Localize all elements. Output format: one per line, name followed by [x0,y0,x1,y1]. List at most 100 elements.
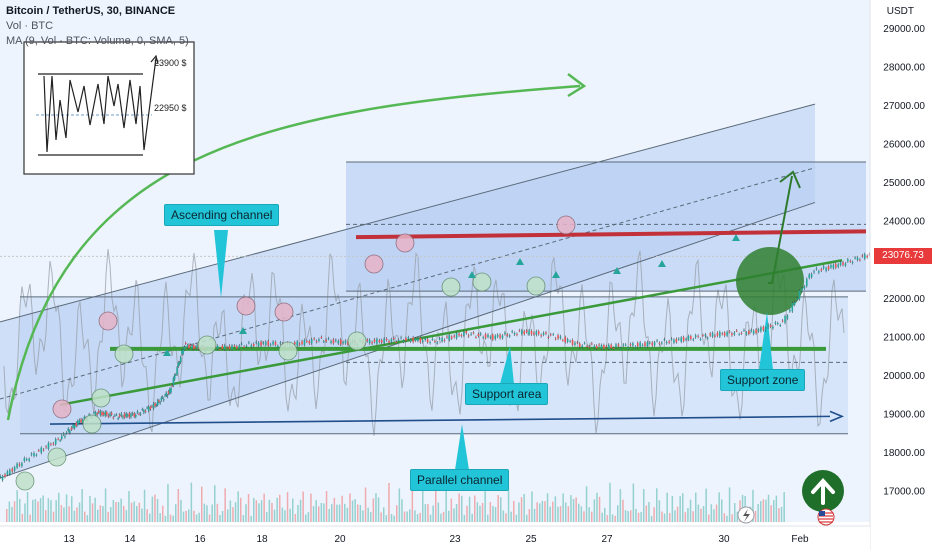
volume-bar [494,507,497,522]
candle-body [677,338,680,340]
volume-bar [180,499,182,522]
volume-bar [734,502,736,522]
candle-body [533,332,535,335]
candle-body [30,453,33,455]
candle-body [339,339,342,345]
candle-body [189,344,192,346]
candle-body [426,339,429,343]
volume-bar [682,493,684,522]
candle-body [170,388,172,393]
candle-body [781,320,784,322]
candle-body [78,419,81,423]
volume-bar [544,501,546,522]
candle-body [80,419,82,423]
support-area-pointer [500,346,514,384]
buy-triangle-marker [163,349,171,356]
volume-bar [8,501,11,522]
volume-bar [206,505,208,522]
candle-body [709,333,711,336]
volume-bar [489,502,492,522]
candle-body [166,395,169,397]
candle-body [777,322,779,324]
volume-bar [487,514,489,522]
volume-bar [461,495,463,522]
candle-body [624,344,627,346]
candle-body [472,332,475,334]
candle-body [702,335,704,337]
candle-body [107,415,110,417]
candle-body [429,342,431,344]
volume-bar [648,502,650,522]
volume-bar [203,503,206,522]
candle-body [554,338,557,340]
candle-body [663,339,666,341]
volume-bar [89,495,91,522]
ascending-channel-mid [0,167,816,400]
candle-body [327,338,330,340]
candle-body [731,333,733,336]
candle-body [414,338,417,341]
volume-bar [255,500,258,522]
candle-body [564,337,567,343]
lightning-glyph [743,509,750,522]
candle-body [467,335,470,337]
candle-body [228,345,231,350]
candle-body [494,335,497,340]
candle-body [245,345,248,347]
candle-body [786,315,789,319]
candle-body [808,274,810,278]
candle-body [745,332,748,335]
buy-triangle-marker [468,271,476,278]
volume-bar [193,510,195,522]
volume-bar [185,510,187,522]
candle-body [233,345,236,347]
candle-body [569,341,571,343]
candle-body [578,343,581,348]
candle-body [499,334,501,339]
candle-body [59,440,61,442]
volume-bar [658,500,661,522]
volume-bar [120,498,122,522]
volume-bar [299,499,302,522]
candle-body [738,334,740,336]
candle-body [706,337,709,339]
volume-bar [427,504,429,522]
volume-indicator-label[interactable]: Vol · BTC [6,20,54,32]
candle-body [177,362,180,367]
candle-body [735,330,738,332]
support-pivot [526,276,546,296]
volume-bar [676,506,679,522]
volume-bar [689,499,692,522]
volume-bar [414,510,416,522]
symbol-title[interactable]: Bitcoin / TetherUS, 30, BINANCE [6,5,176,17]
volume-bar [411,482,414,522]
candle-body [409,339,412,342]
volume-bar [24,503,26,522]
candle-body [38,450,40,452]
volume-bar [593,499,596,522]
candle-body [18,463,21,466]
candle-body [803,286,806,289]
support-zone-circle [736,247,804,315]
candle-body [118,414,121,417]
candle-body [721,333,724,335]
candle-body [798,290,801,300]
volume-bar [565,502,567,522]
volume-bar [242,515,245,522]
candle-body [344,340,347,344]
volume-bar [481,502,484,522]
ascending-channel-callout: Ascending channel [164,204,280,226]
candle-body [332,339,335,344]
candle-body [504,332,506,335]
corner-badges[interactable] [737,470,844,526]
ma-indicator-label[interactable]: MA (9, Vol · BTC: Volume, 0, SMA, 5) [6,35,189,47]
candle-body [656,340,658,342]
candle-body [767,324,769,328]
candle-body [279,342,282,344]
candle-body [711,332,714,337]
volume-bar [104,488,107,522]
volume-bar [383,507,385,522]
volume-bar [237,491,239,522]
support-area-callout: Support area [465,383,549,405]
